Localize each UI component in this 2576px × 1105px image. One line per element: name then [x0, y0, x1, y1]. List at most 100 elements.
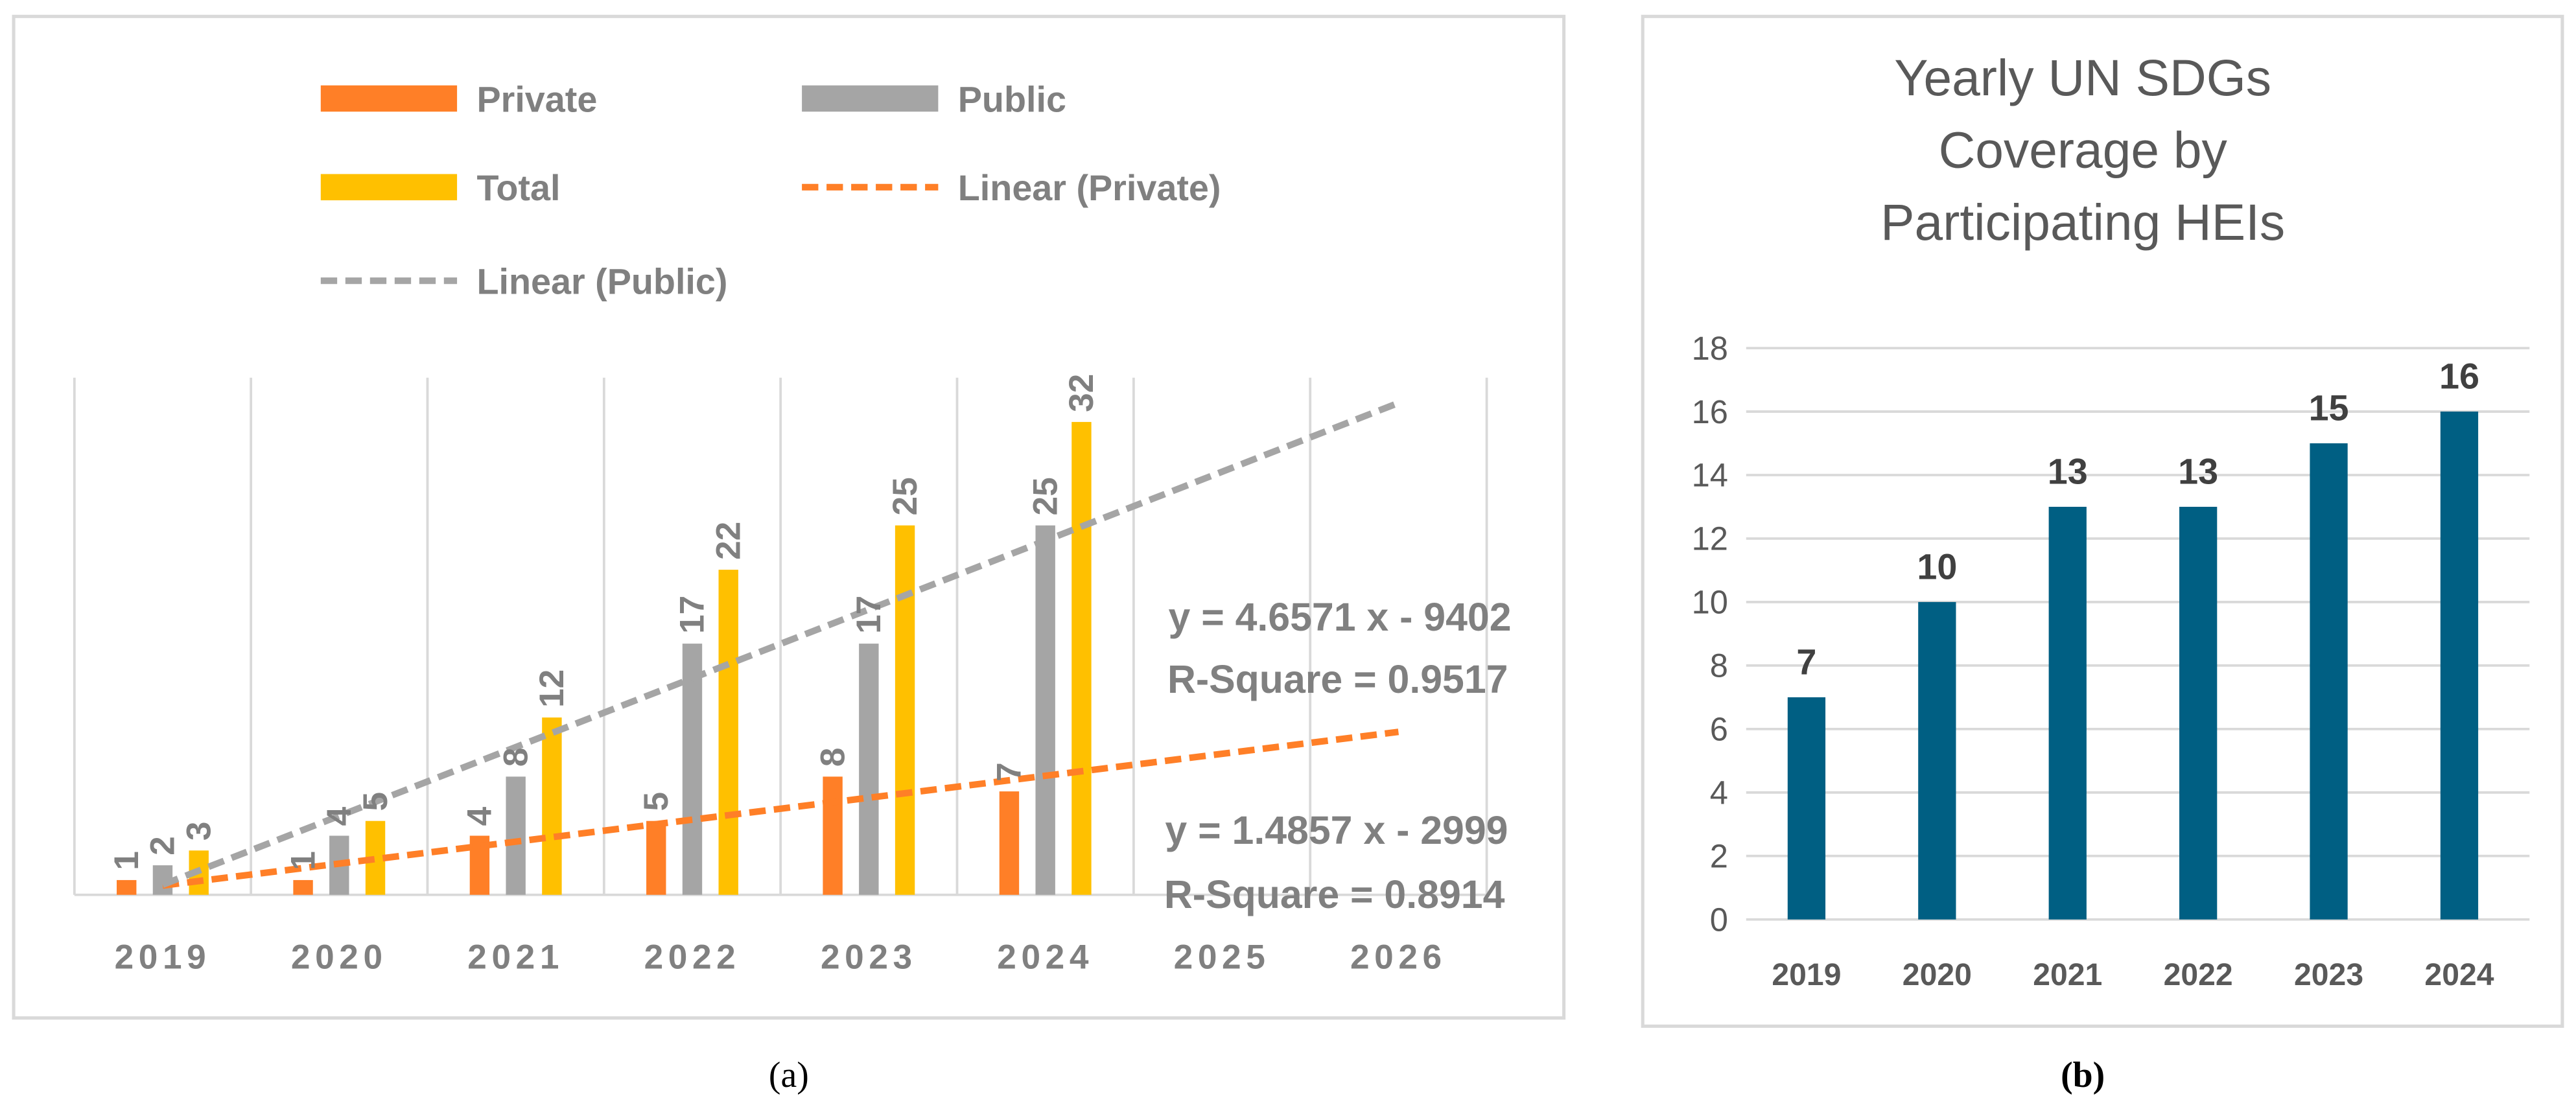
bar-2020 [1918, 601, 1956, 920]
caption-b: (b) [2061, 1055, 2105, 1095]
y-tick-label: 6 [1710, 711, 1728, 748]
y-tick-label: 14 [1692, 457, 1728, 494]
data-label: 25 [1026, 477, 1064, 515]
bar-public-2024 [1035, 525, 1055, 895]
data-label: 16 [2439, 356, 2479, 397]
legend-swatch-public [802, 85, 939, 112]
data-label: 5 [637, 792, 675, 811]
x-tick-label: 2022 [644, 938, 741, 977]
chart-b-bars [1787, 412, 2479, 920]
legend-swatch-private [320, 85, 458, 112]
x-tick-label: 2020 [1903, 957, 1972, 992]
chart-a-legend: Private Public Total Linear (Private) Linear… [320, 79, 1221, 301]
chart-a-x-axis: 2019 2020 2021 2022 2023 2024 2025 2026 [115, 938, 1447, 977]
data-label: 22 [709, 522, 747, 560]
data-label: 3 [180, 822, 218, 841]
data-label: 2 [144, 836, 182, 855]
data-label: 5 [357, 792, 395, 811]
y-tick-label: 0 [1710, 901, 1728, 938]
data-label: 7 [990, 762, 1029, 782]
x-tick-label: 2023 [2294, 957, 2363, 992]
chart-b: Yearly UN SDGs Coverage by Participating H… [1641, 14, 2564, 1095]
data-label: 13 [2178, 452, 2218, 492]
caption-a: (a) [769, 1055, 809, 1095]
data-label: 17 [850, 596, 888, 634]
y-tick-label: 4 [1710, 774, 1728, 811]
data-label: 12 [533, 669, 571, 708]
y-tick-label: 12 [1692, 520, 1728, 557]
bar-2019 [1787, 697, 1826, 920]
x-tick-label: 2023 [821, 938, 917, 977]
legend-label-linear-private: Linear (Private) [958, 168, 1221, 208]
bar-2022 [2179, 506, 2218, 920]
y-tick-label: 8 [1710, 647, 1728, 684]
chart-title-line: Coverage by [1939, 121, 2228, 178]
bar-2024 [2440, 412, 2479, 920]
chart-a-bars [117, 422, 1092, 895]
data-label: 4 [320, 806, 358, 826]
chart-b-x-axis: 2019 2020 2021 2022 2023 2024 [1772, 957, 2494, 992]
equation-public: y = 4.6571 x - 9402 [1168, 595, 1511, 639]
bar-total-2021 [542, 717, 562, 895]
equation-private: y = 1.4857 x - 2999 [1165, 808, 1508, 852]
legend-label-linear-public: Linear (Public) [476, 261, 727, 301]
bar-public-2023 [859, 644, 879, 895]
y-tick-label: 10 [1692, 584, 1728, 621]
data-label: 1 [284, 851, 322, 870]
legend-label-total: Total [476, 168, 560, 208]
chart-a-equations: y = 4.6571 x - 9402 R-Square = 0.9517 y = … [1164, 595, 1512, 916]
data-label: 8 [497, 748, 535, 767]
x-tick-label: 2021 [467, 938, 564, 977]
data-label: 25 [886, 477, 924, 515]
r-square-private: R-Square = 0.8914 [1164, 872, 1505, 916]
data-label: 17 [673, 596, 712, 634]
bar-private-2020 [293, 879, 313, 895]
x-tick-label: 2019 [1772, 957, 1841, 992]
legend-label-private: Private [476, 79, 597, 119]
y-tick-label: 2 [1710, 837, 1728, 874]
chart-b-title: Yearly UN SDGs Coverage by Participating H… [1880, 49, 2285, 251]
data-label: 32 [1062, 374, 1101, 412]
bar-private-2023 [823, 776, 843, 895]
bar-total-2024 [1071, 422, 1092, 895]
chart-b-gridlines: 0 2 4 6 8 10 12 14 16 18 [1692, 330, 2530, 938]
data-label: 10 [1917, 546, 1957, 587]
chart-title-line: Yearly UN SDGs [1894, 49, 2271, 106]
chart-a-frame [12, 14, 1566, 1020]
x-tick-label: 2026 [1350, 938, 1447, 977]
y-tick-label: 18 [1692, 330, 1728, 367]
bar-total-2022 [718, 570, 738, 895]
data-label: 13 [2048, 452, 2088, 492]
bar-2023 [2310, 443, 2348, 920]
bar-2021 [2048, 506, 2087, 920]
x-tick-label: 2024 [2424, 957, 2494, 992]
x-tick-label: 2022 [2164, 957, 2233, 992]
x-tick-label: 2019 [115, 938, 211, 977]
data-label: 15 [2309, 388, 2349, 428]
legend-swatch-total [320, 174, 458, 201]
x-tick-label: 2024 [997, 938, 1094, 977]
bar-public-2022 [682, 644, 703, 895]
data-label: 4 [461, 806, 499, 826]
trendline-private [162, 728, 1399, 889]
data-label: 1 [108, 851, 146, 870]
x-tick-label: 2021 [2033, 957, 2102, 992]
x-tick-label: 2020 [291, 938, 388, 977]
data-label: 8 [814, 748, 852, 767]
data-label: 7 [1796, 642, 1816, 682]
bar-private-2022 [646, 820, 666, 895]
r-square-public: R-Square = 0.9517 [1167, 657, 1508, 701]
y-tick-label: 16 [1692, 393, 1728, 430]
bar-total-2023 [895, 525, 915, 895]
legend-label-public: Public [958, 79, 1066, 119]
chart-a-trendlines [161, 400, 1400, 889]
chart-title-line: Participating HEIs [1880, 194, 2285, 251]
bar-private-2024 [999, 791, 1020, 895]
chart-a: Private Public Total Linear (Private) Linear… [12, 14, 1566, 1095]
bar-public-2021 [506, 776, 526, 895]
bar-private-2019 [117, 879, 137, 895]
x-tick-label: 2025 [1174, 938, 1270, 977]
chart-b-data-labels: 7 10 13 13 15 16 [1796, 356, 2479, 682]
